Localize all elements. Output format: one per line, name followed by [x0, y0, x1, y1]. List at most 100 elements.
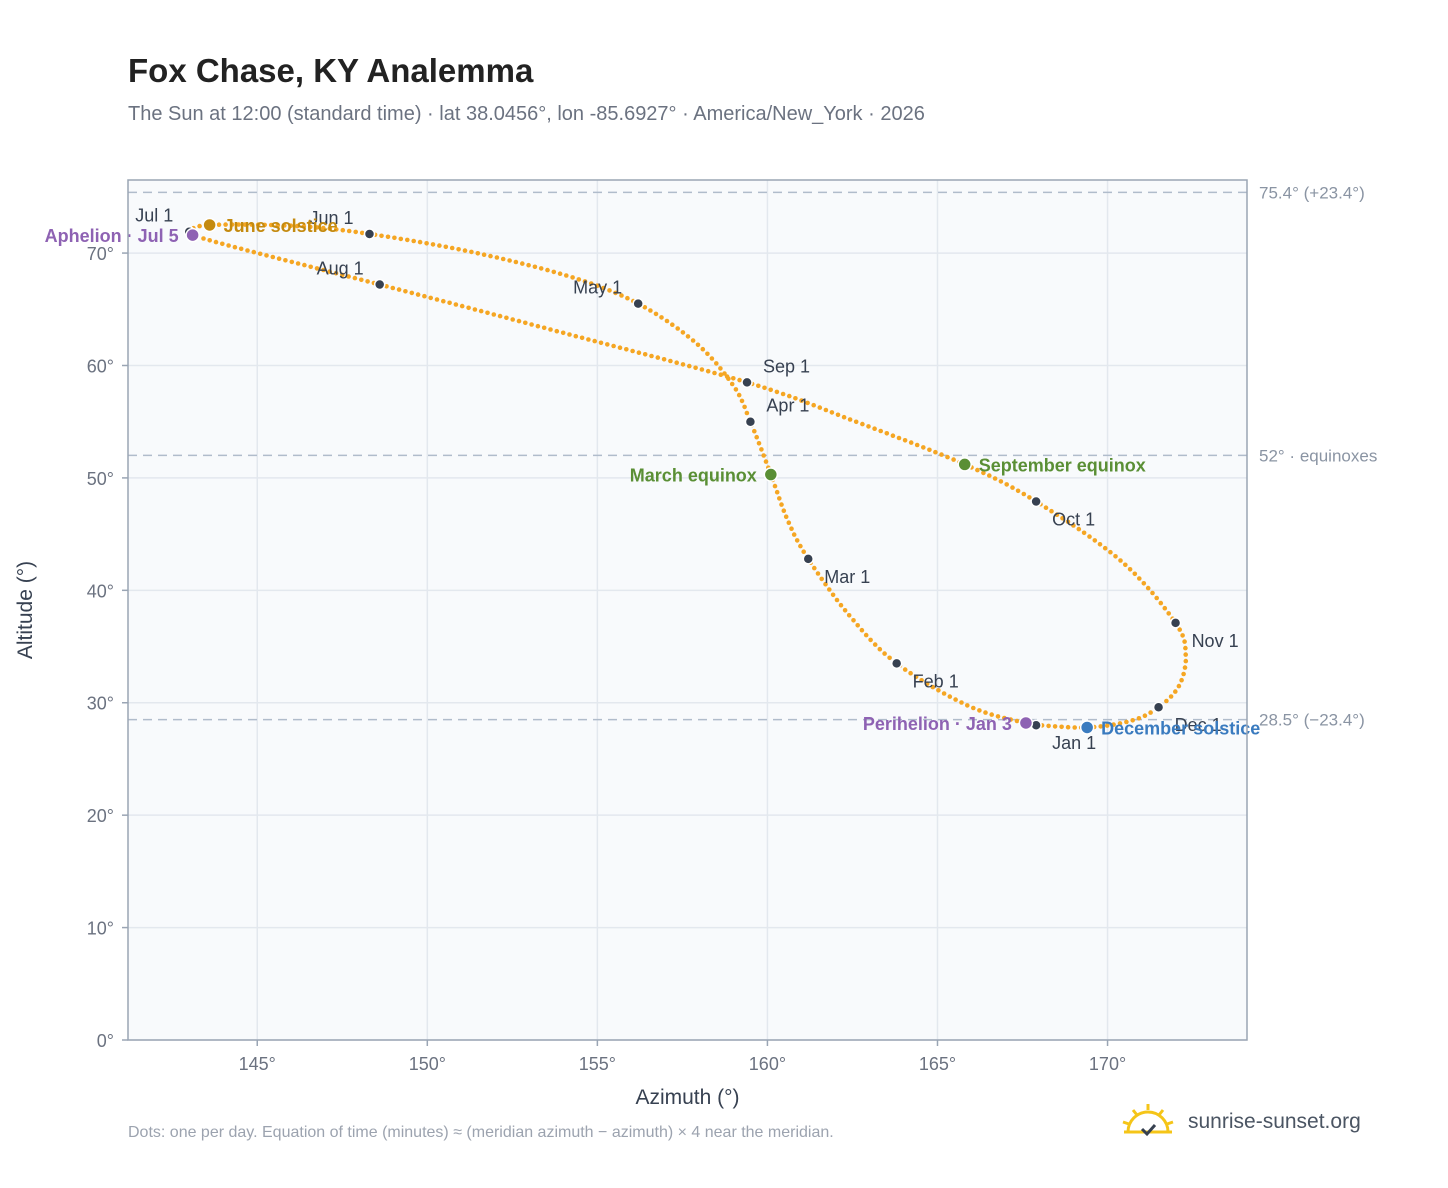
daily-dot	[1043, 505, 1049, 511]
daily-dot	[787, 393, 792, 399]
daily-dot	[687, 363, 692, 369]
daily-dot	[971, 705, 976, 711]
daily-dot	[781, 508, 787, 513]
daily-dot	[588, 281, 594, 286]
daily-dot	[557, 271, 563, 277]
brand[interactable]: sunrise-sunset.org	[1120, 1102, 1361, 1142]
daily-dot	[693, 365, 698, 371]
daily-dot	[951, 457, 956, 462]
month-label: Jan 1	[1052, 733, 1096, 753]
daily-dot	[456, 247, 461, 252]
month-label: Mar 1	[824, 567, 870, 587]
daily-dot	[1015, 488, 1021, 494]
month-label: Nov 1	[1192, 631, 1239, 651]
x-tick-label: 170°	[1089, 1054, 1126, 1074]
daily-dot	[264, 253, 269, 258]
x-tick-label: 150°	[409, 1054, 446, 1074]
daily-dot	[1081, 530, 1087, 536]
daily-dot	[1076, 526, 1082, 532]
daily-dot	[415, 292, 421, 297]
daily-dot	[1108, 549, 1113, 555]
daily-dot	[636, 350, 642, 356]
daily-dot	[1117, 721, 1123, 726]
daily-dot	[866, 424, 871, 429]
daily-dot	[731, 376, 736, 381]
daily-dot	[744, 410, 750, 416]
daily-dot	[1142, 713, 1148, 718]
y-tick-label: 40°	[87, 581, 114, 601]
daily-dot	[947, 694, 953, 699]
daily-dot	[902, 438, 908, 443]
daily-dot	[314, 266, 320, 271]
month-label: Dec 1	[1175, 715, 1222, 735]
daily-dot	[1182, 665, 1188, 670]
daily-dot	[830, 592, 836, 598]
daily-dot	[965, 703, 970, 708]
daily-dot	[340, 227, 346, 233]
daily-dot	[642, 352, 648, 357]
daily-dot	[513, 259, 519, 265]
daily-dot	[409, 290, 415, 296]
daily-dot	[977, 708, 982, 713]
daily-dot	[441, 298, 446, 304]
month-marker	[890, 657, 903, 670]
month-marker	[802, 553, 814, 565]
daily-dot	[607, 288, 612, 293]
daily-dot	[914, 442, 920, 448]
daily-dot	[497, 313, 503, 319]
daily-dot	[268, 222, 274, 228]
daily-dot	[737, 377, 742, 383]
daily-dot	[722, 371, 727, 376]
reference-lines: 75.4° (+23.4°) 52° · equinoxes 28.5° (−23.…	[128, 183, 1377, 730]
daily-dot	[1054, 512, 1060, 517]
daily-dot	[756, 441, 762, 446]
daily-dot	[613, 290, 618, 296]
daily-dot	[411, 238, 417, 244]
daily-dot	[579, 335, 585, 341]
daily-dot	[1162, 605, 1168, 611]
daily-dot	[359, 277, 364, 283]
daily-dot	[1046, 723, 1051, 729]
daily-dot	[541, 325, 547, 331]
daily-dot	[321, 267, 326, 273]
daily-dot	[921, 445, 926, 450]
daily-dot	[1181, 671, 1186, 677]
daily-dot	[805, 400, 810, 406]
daily-dot	[1141, 581, 1147, 586]
daily-dot	[1014, 718, 1020, 724]
y-tick-label: 20°	[87, 806, 114, 826]
daily-dot	[459, 303, 465, 309]
daily-dot	[535, 323, 541, 329]
daily-dot	[488, 253, 493, 259]
daily-dot	[475, 251, 481, 256]
daily-dot	[333, 270, 339, 276]
daily-dot	[529, 322, 534, 327]
daily-dot	[733, 387, 739, 392]
daily-dot	[1137, 576, 1142, 581]
daily-dot	[1136, 716, 1142, 721]
daily-dot	[548, 327, 553, 332]
daily-dot	[1102, 545, 1108, 551]
daily-dot	[863, 632, 869, 638]
daily-dot	[1179, 677, 1184, 683]
daily-dot	[485, 310, 490, 316]
y-tick-label: 50°	[87, 469, 114, 489]
month-marker	[1169, 617, 1182, 629]
daily-dot	[1127, 567, 1133, 572]
daily-dot	[504, 315, 509, 321]
daily-dot	[811, 402, 816, 408]
daily-dot	[648, 308, 653, 313]
daily-dot	[709, 356, 715, 361]
event-label: March equinox	[630, 466, 757, 486]
daily-dot	[853, 419, 859, 425]
daily-dot	[780, 391, 786, 397]
daily-dot	[624, 347, 629, 352]
daily-dot	[884, 431, 890, 436]
reference-line-label: 75.4° (+23.4°)	[1259, 183, 1365, 202]
daily-dot	[855, 623, 860, 628]
daily-dot	[226, 243, 231, 248]
month-markers: Jan 1 Feb 1 Mar 1 Apr 1 May 1 Jun 1 Jul 1 Aug 1…	[135, 206, 1238, 754]
daily-dot	[353, 229, 359, 235]
daily-dot	[819, 576, 824, 582]
reference-line-label: 52° · equinoxes	[1259, 446, 1377, 465]
